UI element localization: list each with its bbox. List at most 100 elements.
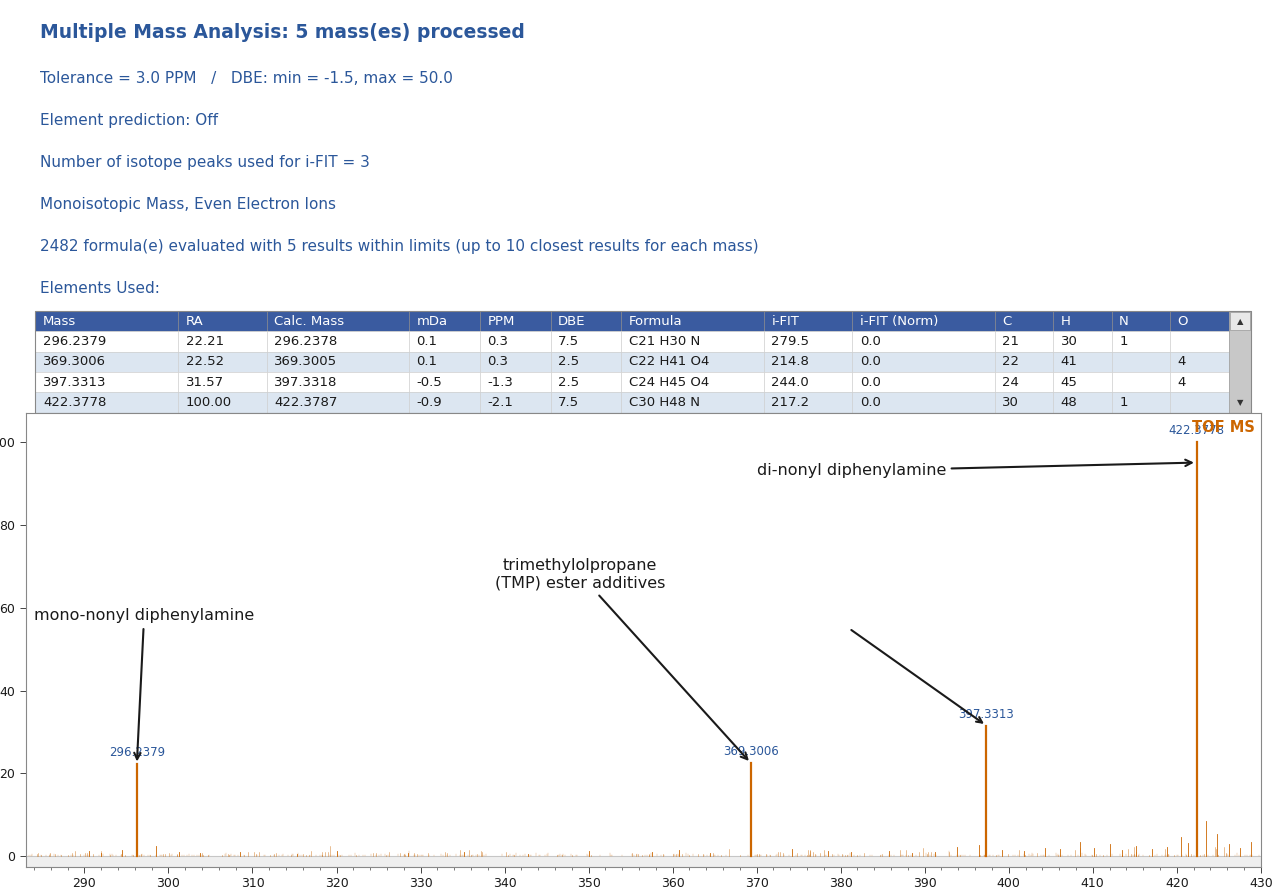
Text: 0.1: 0.1 [416, 335, 438, 348]
Text: 0.3: 0.3 [488, 356, 508, 368]
Bar [36, 311, 178, 332]
Text: 1: 1 [1119, 335, 1128, 348]
Text: i-FIT (Norm): i-FIT (Norm) [860, 315, 938, 328]
Bar [764, 392, 852, 412]
Text: TOF MS: TOF MS [1192, 420, 1254, 435]
Text: O: O [1178, 315, 1188, 328]
Bar [1112, 392, 1170, 412]
Text: Multiple Mass Analysis: 5 mass(es) processed: Multiple Mass Analysis: 5 mass(es) proce… [41, 23, 525, 43]
Bar [1053, 372, 1112, 392]
Text: 24: 24 [1002, 376, 1019, 388]
Text: 7.5: 7.5 [558, 335, 579, 348]
Text: 397.3318: 397.3318 [274, 376, 338, 388]
Bar [36, 372, 178, 392]
Bar [1053, 392, 1112, 412]
Bar [1053, 332, 1112, 352]
Text: i-FIT: i-FIT [772, 315, 799, 328]
Text: Calc. Mass: Calc. Mass [274, 315, 344, 328]
Text: 397.3313: 397.3313 [959, 708, 1014, 721]
Text: 45: 45 [1061, 376, 1078, 388]
Text: 41: 41 [1061, 356, 1078, 368]
Text: 7.5: 7.5 [558, 396, 579, 409]
Text: 422.3778: 422.3778 [44, 396, 106, 409]
Bar [1170, 332, 1229, 352]
Text: 369.3006: 369.3006 [723, 745, 778, 758]
Text: C: C [1002, 315, 1011, 328]
Text: 30: 30 [1002, 396, 1019, 409]
Bar [266, 372, 410, 392]
Text: 0.0: 0.0 [860, 356, 881, 368]
Text: 4: 4 [1178, 356, 1187, 368]
Bar [995, 392, 1053, 412]
Text: 48: 48 [1061, 396, 1078, 409]
Bar [266, 311, 410, 332]
Bar [178, 311, 266, 332]
Bar [410, 311, 480, 332]
Bar [1112, 372, 1170, 392]
Bar [852, 392, 995, 412]
Bar [1112, 311, 1170, 332]
Bar [621, 311, 764, 332]
Text: Number of isotope peaks used for i-FIT = 3: Number of isotope peaks used for i-FIT =… [41, 156, 370, 170]
Text: trimethylolpropane
(TMP) ester additives: trimethylolpropane (TMP) ester additives [495, 558, 748, 759]
Text: -0.5: -0.5 [416, 376, 443, 388]
Bar [550, 332, 621, 352]
Bar [764, 372, 852, 392]
Text: 296.2378: 296.2378 [274, 335, 337, 348]
Bar [621, 392, 764, 412]
Text: 2.5: 2.5 [558, 356, 579, 368]
Bar [764, 311, 852, 332]
Text: 296.2379: 296.2379 [44, 335, 106, 348]
Text: 422.3778: 422.3778 [1169, 424, 1225, 436]
Text: Formula: Formula [628, 315, 682, 328]
Text: 0.0: 0.0 [860, 396, 881, 409]
Text: 30: 30 [1061, 335, 1078, 348]
Text: 217.2: 217.2 [772, 396, 809, 409]
Bar [852, 372, 995, 392]
Bar [410, 332, 480, 352]
Bar [1170, 372, 1229, 392]
Text: di-nonyl diphenylamine: di-nonyl diphenylamine [756, 460, 1192, 478]
Text: mDa: mDa [416, 315, 448, 328]
Bar [852, 352, 995, 372]
Text: RA: RA [186, 315, 204, 328]
Text: 397.3313: 397.3313 [44, 376, 106, 388]
Text: C30 H48 N: C30 H48 N [628, 396, 700, 409]
Bar [995, 352, 1053, 372]
Text: 22.52: 22.52 [186, 356, 224, 368]
Text: ▼: ▼ [1236, 398, 1243, 407]
Bar [1170, 311, 1229, 332]
Text: 0.1: 0.1 [416, 356, 438, 368]
Text: 244.0: 244.0 [772, 376, 809, 388]
Text: 2482 formula(e) evaluated with 5 results within limits (up to 10 closest results: 2482 formula(e) evaluated with 5 results… [41, 239, 759, 254]
Bar [36, 311, 1251, 412]
Text: ▲: ▲ [1236, 316, 1243, 325]
Bar [852, 311, 995, 332]
Bar [178, 332, 266, 352]
Bar [995, 332, 1053, 352]
Text: 1: 1 [1119, 396, 1128, 409]
Bar [480, 332, 550, 352]
Bar [178, 392, 266, 412]
Bar [178, 372, 266, 392]
Bar [1053, 311, 1112, 332]
Bar [550, 352, 621, 372]
Text: 31.57: 31.57 [186, 376, 224, 388]
Text: Element prediction: Off: Element prediction: Off [41, 113, 219, 128]
Bar [480, 392, 550, 412]
Bar [550, 372, 621, 392]
Bar [995, 372, 1053, 392]
Bar [410, 392, 480, 412]
Text: mono-nonyl diphenylamine: mono-nonyl diphenylamine [35, 608, 255, 759]
Text: Mass: Mass [44, 315, 76, 328]
Bar [26, 856, 1261, 867]
Text: 4: 4 [1178, 376, 1187, 388]
Bar [621, 332, 764, 352]
Bar [1112, 332, 1170, 352]
Bar [1229, 311, 1251, 412]
Text: N: N [1119, 315, 1129, 328]
Bar [1170, 352, 1229, 372]
Bar [764, 352, 852, 372]
Text: 100.00: 100.00 [186, 396, 232, 409]
Text: Elements Used:: Elements Used: [41, 281, 160, 296]
